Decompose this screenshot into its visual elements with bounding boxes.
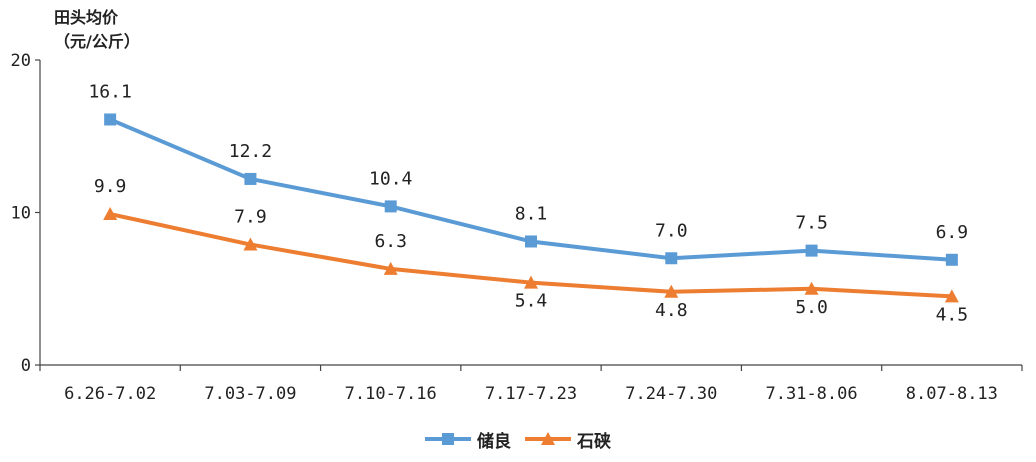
data-point-triangle [944,289,959,303]
legend-marker-triangle-icon [525,432,571,445]
series-1: 16.1 12.2 10.4 8.1 7.0 7.5 6.9 [88,81,969,266]
data-point-square [665,252,678,265]
data-point-square [384,200,397,213]
data-point-square [945,253,958,266]
data-point-triangle [804,281,819,295]
x-tick-label: 7.03-7.09 [204,384,296,404]
data-label: 9.9 [94,176,127,197]
data-label: 12.2 [229,141,272,162]
legend-item-series-1: 储良 [425,427,511,452]
data-point-square [104,113,117,126]
x-tick-label: 7.24-7.30 [625,384,717,404]
x-tick-label: 7.17-7.23 [485,384,577,404]
data-label: 5.0 [795,297,828,318]
data-point-triangle [243,237,258,251]
data-label: 4.5 [936,304,969,325]
series-2: 9.9 7.9 6.3 5.4 4.8 5.0 4.5 [94,176,968,325]
x-tick-label: 8.07-8.13 [906,384,998,404]
y-tick-label: 0 [21,356,31,376]
legend-label-series-1: 储良 [477,431,511,452]
data-label: 7.9 [234,207,267,228]
data-label: 7.0 [655,220,688,241]
data-point-triangle [664,284,679,298]
data-point-triangle [524,275,538,289]
legend-item-series-2: 石硖 [525,427,611,452]
legend-marker-square-icon [425,433,471,445]
y-tick-label: 20 [11,51,31,71]
data-point-square [805,244,818,257]
data-point-square [525,235,537,248]
y-axis-title: 田头均价 （元/公斤） [54,6,140,54]
data-point-triangle [103,207,118,221]
data-label: 6.3 [374,231,407,252]
data-label: 8.1 [515,203,548,224]
legend-label-series-2: 石硖 [577,431,611,452]
y-tick-label: 10 [11,204,31,224]
data-label: 7.5 [795,213,828,234]
data-label: 5.4 [515,291,548,312]
x-tick-label: 7.31-8.06 [766,384,858,404]
data-point-square [244,172,257,185]
x-tick-label: 7.10-7.16 [345,384,437,404]
data-label: 6.9 [936,222,969,243]
y-axis-title-line2: （元/公斤） [54,32,140,51]
legend: 储良 石硖 [0,424,1036,454]
data-label: 10.4 [369,168,412,189]
x-tick-label: 6.26-7.02 [64,384,156,404]
y-axis-title-line1: 田头均价 [54,8,119,27]
data-point-triangle [383,261,398,275]
data-label: 16.1 [88,81,131,102]
data-label: 4.8 [655,300,688,321]
